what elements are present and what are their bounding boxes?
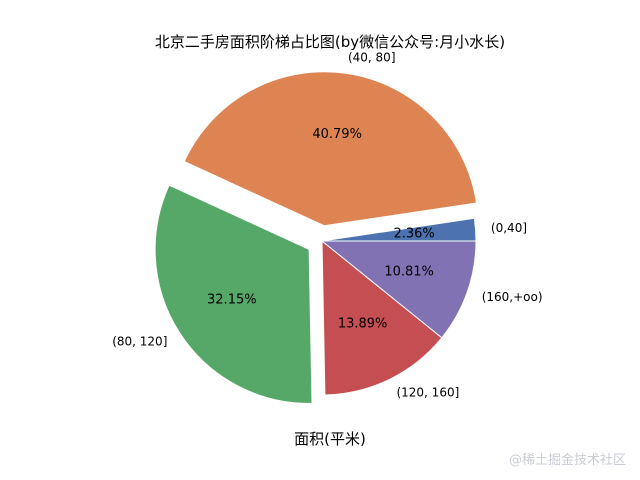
pie-category-label-2: (80, 120] — [112, 335, 167, 349]
pie-pct-label-1: 40.79% — [312, 127, 362, 142]
pie-slice-4 — [320, 240, 477, 339]
pie-pct-label-0: 2.36% — [393, 227, 434, 242]
pie-category-label-0: (0,40] — [491, 221, 527, 235]
x-axis-label: 面积(平米) — [294, 430, 366, 448]
pie-pct-label-4: 10.81% — [384, 264, 434, 279]
pie-slices — [154, 71, 478, 404]
watermark: @稀土掘金技术社区 — [508, 453, 626, 468]
pie-pct-label-2: 32.15% — [207, 293, 257, 308]
chart-title: 北京二手房面积阶梯占比图(by微信公众号:月小水长) — [154, 33, 506, 51]
pie-slice-3 — [321, 239, 443, 396]
pie-labels: 2.36% (0,40] 40.79% (40, 80] 32.15% (80, 120]… — [112, 51, 542, 400]
pie-pct-label-3: 13.89% — [338, 316, 388, 331]
pie-category-label-4: (160,+oo) — [482, 290, 543, 304]
pie-slice-2 — [154, 184, 313, 404]
pie-category-label-3: (120, 160] — [396, 386, 459, 400]
pie-slice-1 — [183, 71, 478, 227]
pie-category-label-1: (40, 80] — [348, 51, 396, 65]
